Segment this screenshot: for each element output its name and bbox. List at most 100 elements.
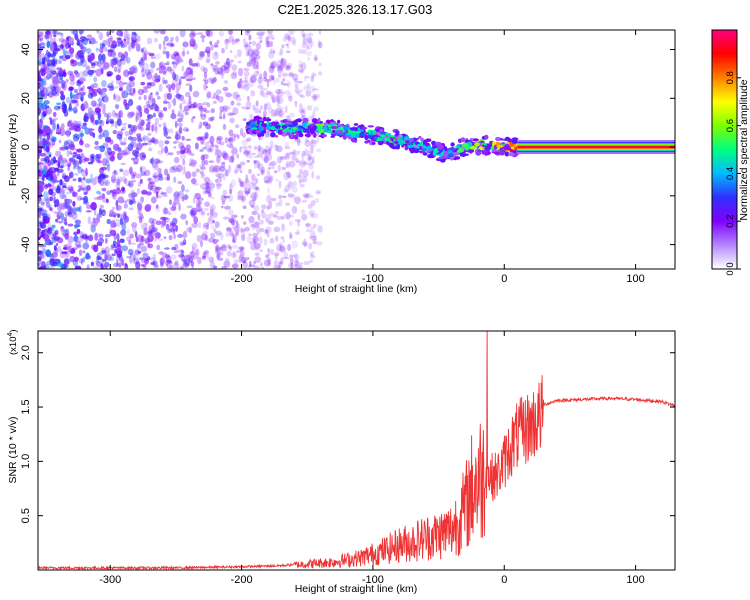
- noise-cell: [70, 144, 75, 149]
- noise-cell: [300, 62, 307, 71]
- noise-cell: [301, 176, 308, 183]
- noise-cell: [113, 218, 120, 223]
- noise-cell: [44, 235, 50, 243]
- noise-cell: [38, 56, 42, 63]
- noise-cell: [224, 66, 230, 74]
- noise-cell: [135, 43, 141, 52]
- noise-cell: [281, 195, 287, 199]
- noise-cell: [217, 176, 223, 184]
- noise-cell: [186, 149, 192, 155]
- noise-cell: [98, 53, 103, 62]
- noise-cell: [222, 152, 229, 161]
- noise-cell: [275, 202, 280, 207]
- ridge-cell: [404, 146, 409, 151]
- noise-cell: [93, 244, 99, 253]
- ridge-cell: [293, 134, 299, 140]
- noise-cell: [219, 115, 223, 120]
- noise-cell: [38, 198, 41, 202]
- noise-cell: [233, 259, 239, 265]
- noise-cell: [63, 140, 68, 146]
- noise-cell: [298, 103, 303, 110]
- noise-cell: [295, 260, 299, 264]
- noise-cell: [72, 237, 76, 243]
- noise-cell: [289, 234, 293, 240]
- noise-cell: [143, 227, 148, 236]
- noise-cell: [222, 123, 227, 131]
- noise-cell: [135, 236, 139, 243]
- noise-cell: [257, 213, 261, 221]
- noise-cell: [280, 257, 284, 266]
- noise-cell: [250, 204, 255, 208]
- noise-cell: [262, 114, 266, 118]
- noise-cell: [271, 95, 277, 104]
- noise-cell: [311, 170, 315, 179]
- noise-cell: [160, 190, 164, 196]
- noise-cell: [287, 243, 291, 251]
- noise-cell: [38, 149, 43, 154]
- ridge-cell: [504, 139, 509, 141]
- noise-cell: [211, 116, 215, 121]
- noise-cell: [317, 41, 323, 49]
- noise-cell: [121, 239, 125, 243]
- noise-cell: [243, 221, 247, 225]
- ridge-cell: [407, 142, 414, 146]
- noise-cell: [259, 236, 263, 245]
- noise-cell: [225, 39, 230, 44]
- noise-cell: [51, 58, 58, 66]
- noise-cell: [51, 224, 56, 229]
- noise-cell: [42, 127, 48, 130]
- noise-cell: [202, 107, 207, 112]
- noise-cell: [277, 96, 284, 104]
- noise-cell: [195, 199, 201, 207]
- noise-cell: [230, 179, 237, 188]
- ridge-cell: [311, 118, 318, 123]
- noise-cell: [243, 145, 248, 152]
- noise-cell: [286, 243, 292, 252]
- noise-cell: [78, 205, 82, 213]
- noise-cell: [280, 58, 287, 67]
- noise-cell: [255, 100, 259, 107]
- noise-cell: [216, 137, 222, 145]
- noise-cell: [175, 89, 180, 94]
- noise-cell: [124, 131, 130, 137]
- noise-cell: [47, 53, 52, 58]
- noise-cell: [82, 85, 85, 92]
- noise-cell: [215, 246, 219, 253]
- noise-cell: [186, 50, 190, 55]
- noise-cell: [275, 94, 280, 103]
- noise-cell: [264, 259, 271, 267]
- noise-cell: [137, 207, 142, 216]
- noise-cell: [232, 224, 237, 231]
- noise-cell: [285, 211, 291, 220]
- noise-cell: [109, 229, 117, 236]
- noise-cell: [147, 132, 152, 136]
- ridge-cell: [493, 151, 500, 155]
- noise-cell: [103, 179, 110, 187]
- ridge-cell: [481, 151, 486, 155]
- noise-cell: [63, 175, 70, 183]
- noise-cell: [232, 233, 235, 241]
- noise-cell: [266, 129, 272, 138]
- noise-cell: [98, 145, 105, 149]
- noise-cell: [137, 88, 145, 96]
- noise-cell: [249, 75, 257, 83]
- noise-cell: [252, 63, 258, 70]
- noise-cell: [78, 158, 82, 165]
- noise-cell: [182, 263, 186, 266]
- ridge-cell: [427, 153, 434, 159]
- noise-cell: [186, 227, 192, 233]
- noise-cell: [76, 228, 81, 235]
- noise-cell: [242, 261, 249, 269]
- noise-cell: [287, 173, 292, 179]
- noise-cell: [54, 42, 58, 51]
- noise-cell: [98, 90, 104, 95]
- noise-cell: [107, 163, 111, 172]
- noise-cell: [294, 218, 301, 223]
- noise-cell: [102, 60, 106, 64]
- noise-cell: [260, 228, 265, 233]
- noise-cell: [273, 50, 276, 54]
- x-tick-label: -200: [231, 574, 253, 586]
- noise-cell: [116, 255, 119, 262]
- noise-cell: [131, 42, 136, 49]
- ridge-cell: [284, 129, 288, 132]
